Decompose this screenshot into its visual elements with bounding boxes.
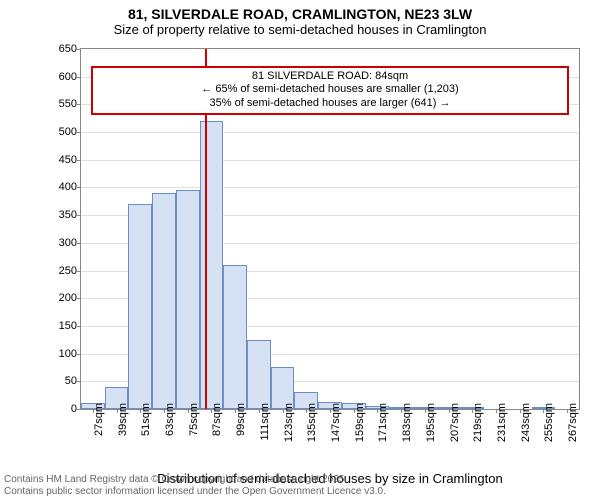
x-tick-label: 195sqm: [425, 403, 437, 442]
y-tick-mark: [77, 132, 81, 133]
y-tick-label: 550: [51, 98, 77, 110]
x-tick-label: 219sqm: [472, 403, 484, 442]
y-tick-label: 600: [51, 71, 77, 83]
y-tick-label: 100: [51, 348, 77, 360]
y-tick-mark: [77, 187, 81, 188]
y-tick-label: 400: [51, 181, 77, 193]
chart-title-sub: Size of property relative to semi-detach…: [0, 22, 600, 37]
y-tick-label: 500: [51, 126, 77, 138]
footer-line-1: Contains HM Land Registry data © Crown c…: [4, 474, 386, 486]
x-tick-label: 243sqm: [520, 403, 532, 442]
histogram-bar: [200, 121, 224, 409]
x-tick-label: 51sqm: [140, 403, 152, 436]
chart-title-block: 81, SILVERDALE ROAD, CRAMLINGTON, NE23 3…: [0, 0, 600, 37]
y-tick-mark: [77, 160, 81, 161]
footer-line-2: Contains public sector information licen…: [4, 486, 386, 498]
histogram-bar: [176, 190, 200, 409]
x-tick-label: 231sqm: [496, 403, 508, 442]
plot-area: 0501001502002503003504004505005506006502…: [80, 48, 580, 410]
gridline-h: [81, 160, 579, 161]
gridline-h: [81, 132, 579, 133]
x-tick-label: 159sqm: [354, 403, 366, 442]
x-tick-label: 63sqm: [164, 403, 176, 436]
y-tick-label: 650: [51, 43, 77, 55]
x-tick-label: 207sqm: [449, 403, 461, 442]
chart-title-main: 81, SILVERDALE ROAD, CRAMLINGTON, NE23 3…: [0, 6, 600, 22]
footer-attribution: Contains HM Land Registry data © Crown c…: [4, 474, 386, 498]
y-tick-label: 250: [51, 265, 77, 277]
y-tick-label: 350: [51, 209, 77, 221]
x-tick-label: 75sqm: [188, 403, 200, 436]
x-tick-label: 255sqm: [543, 403, 555, 442]
histogram-bar: [128, 204, 152, 409]
y-tick-mark: [77, 298, 81, 299]
y-tick-mark: [77, 215, 81, 216]
y-tick-label: 150: [51, 320, 77, 332]
x-tick-label: 39sqm: [117, 403, 129, 436]
annotation-line-2: ← 65% of semi-detached houses are smalle…: [97, 83, 563, 97]
y-tick-mark: [77, 243, 81, 244]
y-tick-mark: [77, 354, 81, 355]
y-tick-label: 50: [51, 375, 77, 387]
x-tick-label: 171sqm: [377, 403, 389, 442]
x-tick-label: 267sqm: [567, 403, 579, 442]
y-tick-mark: [77, 326, 81, 327]
y-tick-mark: [77, 77, 81, 78]
x-tick-label: 183sqm: [401, 403, 413, 442]
gridline-h: [81, 187, 579, 188]
chart-container: Number of semi-detached properties 05010…: [50, 48, 580, 438]
histogram-bar: [152, 193, 176, 409]
x-tick-label: 87sqm: [211, 403, 223, 436]
annotation-line-3: 35% of semi-detached houses are larger (…: [97, 97, 563, 111]
x-tick-label: 123sqm: [283, 403, 295, 442]
x-tick-label: 99sqm: [235, 403, 247, 436]
y-tick-label: 200: [51, 292, 77, 304]
histogram-bar: [247, 340, 271, 409]
histogram-bar: [223, 265, 247, 409]
y-tick-label: 0: [51, 403, 77, 415]
y-tick-mark: [77, 271, 81, 272]
y-tick-mark: [77, 104, 81, 105]
x-tick-label: 135sqm: [306, 403, 318, 442]
y-tick-mark: [77, 49, 81, 50]
y-tick-mark: [77, 381, 81, 382]
y-tick-mark: [77, 409, 81, 410]
x-tick-label: 147sqm: [330, 403, 342, 442]
annotation-callout: 81 SILVERDALE ROAD: 84sqm← 65% of semi-d…: [91, 66, 569, 115]
x-tick-label: 111sqm: [259, 403, 271, 441]
annotation-line-1: 81 SILVERDALE ROAD: 84sqm: [97, 70, 563, 84]
y-tick-label: 300: [51, 237, 77, 249]
x-tick-label: 27sqm: [93, 403, 105, 436]
y-tick-label: 450: [51, 154, 77, 166]
